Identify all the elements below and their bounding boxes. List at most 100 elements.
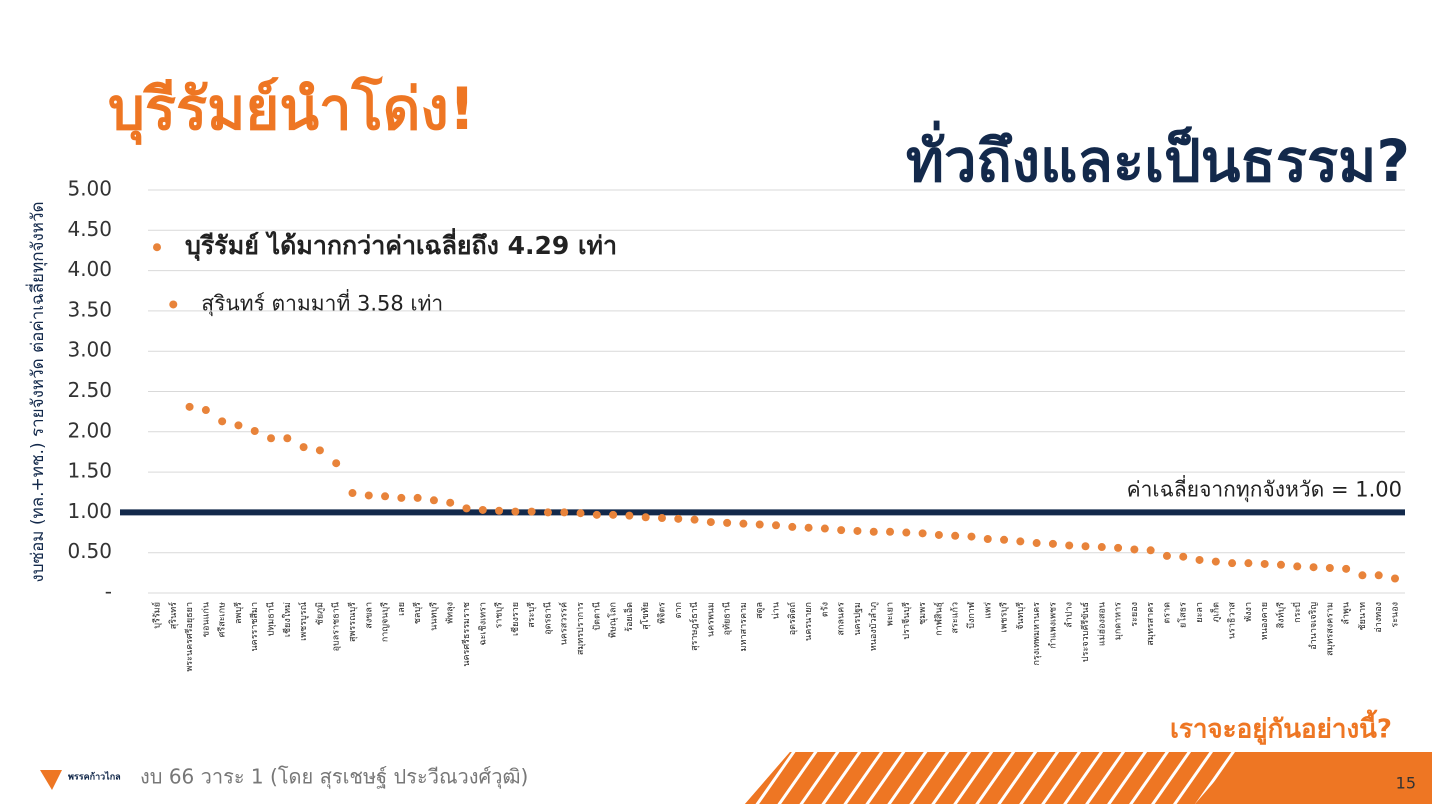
data-dot [1211, 557, 1220, 566]
data-dot [267, 434, 276, 443]
data-dot [1048, 539, 1057, 548]
reference-label: ค่าเฉลี่ยจากทุกจังหวัด = 1.00 [1127, 474, 1402, 502]
data-dot [674, 514, 683, 523]
data-dot [1374, 571, 1383, 580]
x-tick-label: นครศรีธรรมราช [461, 602, 472, 667]
data-dot [1342, 564, 1351, 573]
y-tick-label: 1.00 [67, 499, 112, 523]
x-tick-label: ศรีสะเกษ [217, 602, 228, 637]
data-dot [332, 459, 341, 468]
data-dot [804, 523, 813, 532]
x-tick-label: นราธิวาส [1227, 602, 1238, 640]
data-dot [413, 493, 422, 502]
data-dot [1293, 562, 1302, 571]
data-dot [185, 402, 194, 411]
slide-title: บุรีรัมย์นำโด่ง! [108, 74, 475, 146]
data-dot [527, 507, 536, 516]
data-dot [381, 492, 390, 501]
data-dot [201, 406, 210, 415]
x-tick-label: ตรัง [820, 602, 830, 617]
data-dot [397, 493, 406, 502]
data-dot [1000, 535, 1009, 544]
x-tick-label: สิงห์บุรี [1274, 602, 1286, 629]
data-dot [1081, 542, 1090, 551]
x-tick-label: นครพนม [706, 602, 716, 637]
data-dot [1309, 563, 1318, 572]
data-dot [1065, 541, 1074, 550]
data-dot [609, 510, 618, 519]
data-dot [934, 530, 943, 539]
x-tick-label: กาญจนบุรี [380, 602, 391, 642]
x-tick-label: สระแก้ว [950, 602, 961, 633]
x-tick-label: สมุทรปราการ [576, 602, 586, 655]
data-dot [1244, 559, 1253, 568]
x-tick-label: ตาก [674, 602, 684, 618]
x-tick-label: กาฬสินธุ์ [932, 602, 944, 636]
x-tick-label: หนองคาย [1260, 602, 1270, 640]
data-dot [1162, 551, 1171, 560]
data-dot [837, 526, 846, 535]
y-tick-label: 4.00 [67, 257, 112, 281]
x-tick-label: พัทลุง [446, 602, 456, 624]
y-tick-label: - [105, 580, 112, 604]
x-tick-label: นครนายก [804, 602, 814, 641]
data-dot [315, 446, 324, 455]
y-tick-label: 2.00 [67, 418, 112, 442]
x-tick-label: พิษณุโลก [608, 602, 619, 638]
x-tick-label: ราชบุรี [494, 602, 505, 629]
data-dot [1276, 560, 1285, 569]
data-dot [429, 496, 438, 505]
data-dot [772, 521, 780, 530]
x-tick-label: บุรีรัมย์ [151, 602, 163, 629]
y-tick-label: 0.50 [67, 539, 112, 563]
data-dot [169, 300, 178, 309]
x-tick-label: กำแพงเพชร [1047, 602, 1058, 649]
data-dot [153, 243, 161, 252]
x-tick-label: สกลนคร [837, 602, 847, 636]
x-tick-label: ปทุมธานี [266, 602, 277, 636]
data-dot [902, 528, 911, 537]
x-tick-label: อุบลราชธานี [331, 602, 342, 651]
data-dot [446, 498, 455, 507]
data-dot [723, 518, 732, 527]
data-dot [495, 506, 504, 515]
data-dot [1260, 559, 1269, 568]
x-tick-label: พะเยา [886, 602, 896, 626]
x-tick-label: ระยอง [1130, 602, 1140, 627]
data-dot [1325, 564, 1334, 573]
data-dot [234, 421, 243, 430]
x-tick-label: ลำปาง [1064, 602, 1075, 628]
x-tick-label: บึงกาฬ [966, 601, 977, 629]
data-dot [462, 504, 471, 513]
x-tick-label: สุรินทร์ [167, 602, 179, 629]
x-tick-label: เชียงราย [510, 602, 521, 636]
data-dot [1016, 537, 1025, 546]
page-number: 15 [1396, 774, 1416, 793]
footer-text: งบ 66 วาระ 1 (โดย สุรเชษฐ์ ประวีณวงศ์วุฒ… [140, 765, 528, 790]
y-tick-label: 2.50 [67, 378, 112, 402]
data-dot [218, 417, 227, 426]
data-dot [625, 511, 634, 520]
x-tick-label: อ่างทอง [1374, 602, 1384, 633]
data-dot [918, 529, 927, 538]
data-dot [1195, 555, 1204, 564]
x-tick-label: ปราจีนบุรี [901, 602, 912, 640]
data-dot [886, 527, 895, 536]
y-axis-label: งบซ่อม (ทล.+ทช.) รายจังหวัด ต่อค่าเฉลี่ย… [25, 201, 48, 582]
x-tick-label: ยโสธร [1178, 602, 1189, 628]
data-dot [478, 505, 487, 514]
x-tick-label: ภูเก็ต [1208, 602, 1221, 622]
x-tick-label: ลพบุรี [233, 602, 244, 624]
data-dot [951, 531, 960, 540]
x-tick-label: อุทัยธานี [722, 602, 733, 635]
x-tick-label: ยะลา [1195, 602, 1205, 623]
x-tick-label: กรุงเทพมหานคร [1032, 602, 1042, 666]
x-tick-label: นครราชสีมา [249, 602, 260, 651]
x-tick-label: ชัยภูมิ [314, 602, 325, 625]
x-tick-label: ปัตตานี [591, 602, 602, 631]
data-dot [706, 518, 715, 527]
x-tick-label: มหาสารคาม [739, 602, 749, 651]
data-dot [967, 532, 976, 541]
annotation: บุรีรัมย์ ได้มากกว่าค่าเฉลี่ยถึง 4.29 เท… [185, 228, 617, 262]
data-dot [576, 509, 585, 518]
